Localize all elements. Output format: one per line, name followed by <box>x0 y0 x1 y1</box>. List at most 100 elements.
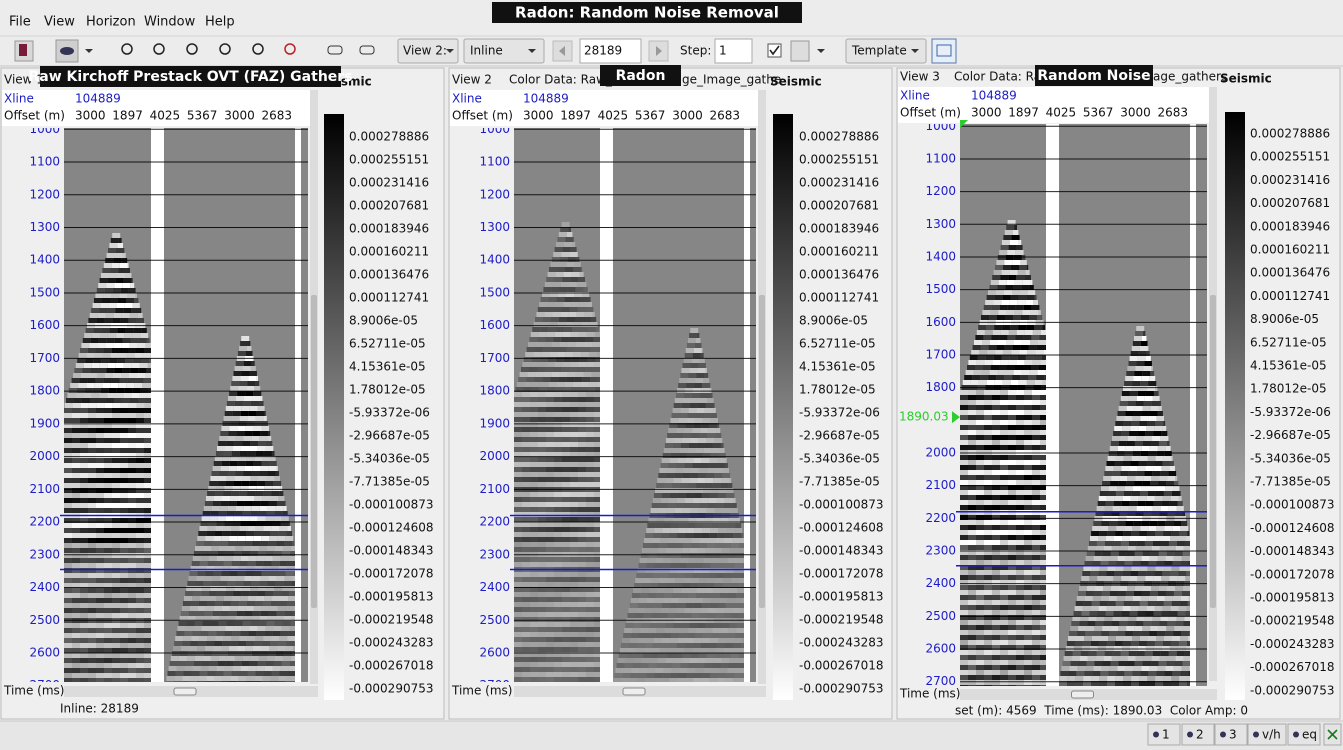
link-icon[interactable] <box>359 45 375 55</box>
template-select[interactable] <box>845 38 927 64</box>
seismic-trace <box>968 435 976 440</box>
seismic-trace <box>562 447 570 452</box>
seismic-trace <box>98 398 106 403</box>
seismic-trace <box>674 508 683 513</box>
direction-select[interactable] <box>463 38 545 64</box>
seismic-trace <box>562 362 571 367</box>
seismic-trace <box>144 488 151 493</box>
colorbar-label: -2.96687e-05 <box>799 429 880 443</box>
seismic-trace <box>248 376 257 381</box>
colorbar-label: 4.15361e-05 <box>799 360 876 374</box>
seismic-trace <box>146 398 151 403</box>
seismic-trace <box>1032 655 1040 660</box>
seismic-trace <box>239 381 248 386</box>
menu-item[interactable]: Window <box>144 15 196 30</box>
seismic-trace <box>64 623 72 628</box>
seismic-trace <box>64 458 72 463</box>
seismic-trace <box>1150 371 1155 376</box>
seismic-trace <box>546 622 554 627</box>
seismic-trace <box>1154 536 1163 541</box>
seismic-trace <box>1040 595 1046 600</box>
seismic-trace <box>146 368 151 373</box>
seismic-trace <box>697 588 706 593</box>
dropdown-arrow[interactable] <box>817 49 825 53</box>
seismic-trace <box>673 588 682 593</box>
zoom-icon[interactable] <box>252 43 264 55</box>
seismic-trace <box>697 368 706 373</box>
seismic-trace <box>570 582 578 587</box>
seismic-trace <box>702 638 711 643</box>
seismic-trace <box>705 658 714 663</box>
zoom-icon[interactable] <box>153 43 165 55</box>
seismic-trace <box>1000 655 1008 660</box>
seismic-trace <box>701 388 710 393</box>
seismic-trace <box>594 467 600 472</box>
seismic-trace <box>538 492 546 497</box>
dropdown-arrow[interactable] <box>85 49 93 53</box>
menu-item[interactable]: Horizon <box>86 15 136 30</box>
seismic-trace <box>92 333 101 338</box>
seismic-trace <box>1002 325 1011 330</box>
step-input[interactable] <box>714 38 753 64</box>
seismic-trace <box>200 556 209 561</box>
colorbar-label: -2.96687e-05 <box>349 429 430 443</box>
seismic-trace <box>1012 260 1021 265</box>
seismic-trace <box>514 602 522 607</box>
seismic-trace <box>1085 666 1094 671</box>
menu-item[interactable]: Help <box>205 15 235 30</box>
seismic-trace <box>705 623 714 628</box>
h-scroll-thumb[interactable] <box>622 687 646 696</box>
seismic-trace <box>594 627 600 632</box>
zoom-icon[interactable] <box>284 43 296 55</box>
seismic-trace <box>964 375 973 380</box>
seismic-trace <box>1024 600 1032 605</box>
seismic-trace <box>245 646 254 651</box>
link-icon[interactable] <box>327 45 343 55</box>
seismic-trace <box>1173 521 1182 526</box>
seismic-trace <box>216 556 225 561</box>
seismic-trace <box>251 471 260 476</box>
seismic-trace <box>80 563 88 568</box>
seismic-trace <box>1087 586 1096 591</box>
seismic-trace <box>250 366 256 371</box>
seismic-trace <box>1040 330 1046 335</box>
seismic-trace <box>562 397 570 402</box>
tool-button[interactable] <box>931 38 957 64</box>
seismic-trace <box>268 501 277 506</box>
seismic-trace <box>522 402 530 407</box>
seismic-trace <box>546 452 554 457</box>
seismic-trace <box>86 353 95 358</box>
seismic-trace <box>118 383 127 388</box>
seismic-trace <box>642 653 651 658</box>
seismic-trace <box>247 526 256 531</box>
seismic-trace <box>586 537 594 542</box>
inline-input[interactable] <box>579 38 642 64</box>
seismic-trace <box>128 603 136 608</box>
offset-value: 2683 <box>262 109 293 123</box>
v-scroll-thumb[interactable] <box>759 295 765 608</box>
seismic-trace <box>1187 531 1190 536</box>
zoom-icon[interactable] <box>121 43 133 55</box>
zoom-icon[interactable] <box>219 43 231 55</box>
seismic-trace <box>689 368 698 373</box>
seismic-trace <box>183 636 192 641</box>
seismic-trace <box>1000 565 1008 570</box>
view-select[interactable] <box>397 38 459 64</box>
seismic-trace <box>264 556 273 561</box>
h-scroll-thumb[interactable] <box>173 687 197 696</box>
xline-value: 104889 <box>523 92 569 106</box>
zoom-icon[interactable] <box>186 43 198 55</box>
v-scroll-thumb[interactable] <box>311 295 317 608</box>
seismic-trace <box>1169 611 1178 616</box>
seismic-trace <box>64 573 72 578</box>
seismic-trace <box>594 512 600 517</box>
seismic-trace <box>144 633 151 638</box>
tool-button[interactable] <box>790 40 810 62</box>
seismic-trace <box>1032 585 1040 590</box>
seismic-trace <box>674 473 683 478</box>
menu-item[interactable]: View <box>44 15 75 30</box>
menu-item[interactable]: File <box>9 15 31 30</box>
seismic-trace <box>112 553 120 558</box>
seismic-trace <box>100 303 109 308</box>
seismic-trace <box>522 412 530 417</box>
